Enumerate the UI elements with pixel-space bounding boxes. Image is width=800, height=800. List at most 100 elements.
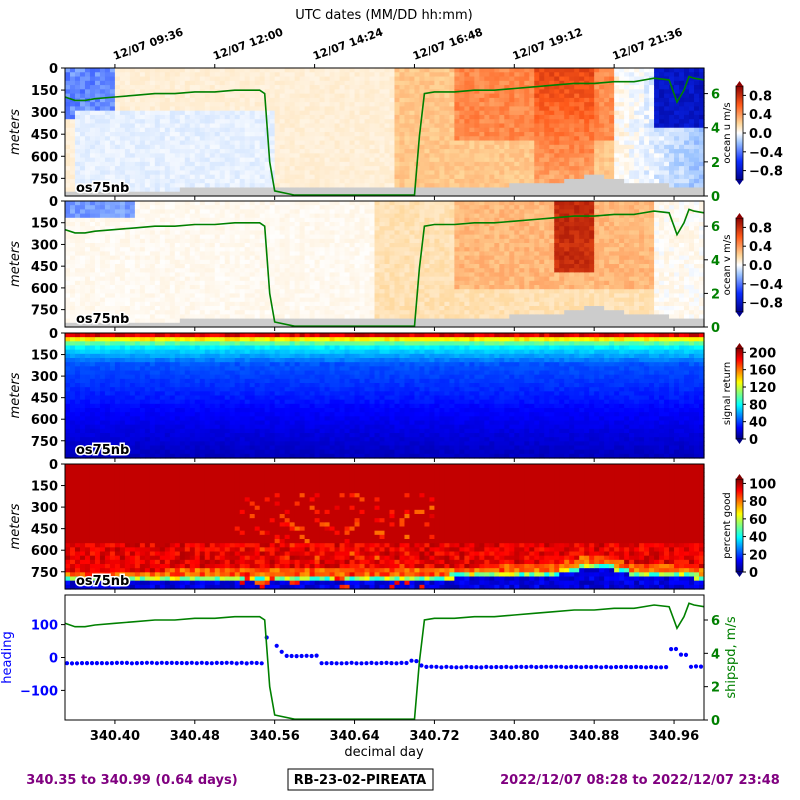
heatmap-cell xyxy=(539,89,545,95)
heatmap-cell xyxy=(489,178,495,184)
heatmap-cell xyxy=(364,80,371,86)
heatmap-cell xyxy=(314,80,321,86)
heatmap-cell xyxy=(169,314,176,320)
heatmap-cell xyxy=(244,314,251,320)
heatmap-cell xyxy=(639,191,645,197)
heatmap-cell xyxy=(179,209,186,215)
heatmap-cell xyxy=(189,314,196,320)
heatmap-cell xyxy=(189,97,196,103)
heatmap-cell xyxy=(204,276,211,282)
heatmap-cell xyxy=(544,114,550,120)
heatmap-cell xyxy=(159,259,166,265)
heatmap-cell xyxy=(109,72,116,78)
heatmap-cell xyxy=(324,89,331,95)
heatmap-cell xyxy=(74,234,81,240)
heatmap-cell xyxy=(234,222,241,227)
heatmap-cell xyxy=(134,144,141,150)
heatmap-cell xyxy=(284,123,291,129)
heatmap-cell xyxy=(409,93,416,99)
heatmap-cell xyxy=(524,80,530,86)
heatmap-cell xyxy=(74,259,81,265)
heatmap-cell xyxy=(204,314,211,320)
heatmap-cell xyxy=(629,93,635,99)
heatmap-cell xyxy=(524,161,530,167)
heatmap-cell xyxy=(164,222,171,227)
heatmap-cell xyxy=(384,136,391,142)
heatmap-cell xyxy=(429,76,436,82)
heatmap-cell xyxy=(329,114,336,120)
heatmap-cell xyxy=(65,85,71,90)
heatmap-cell xyxy=(679,106,685,112)
heatmap-cell xyxy=(229,285,236,290)
heatmap-cell xyxy=(269,166,276,171)
heatmap-cell xyxy=(549,166,555,171)
heatmap-cell xyxy=(154,149,161,154)
heatmap-cell xyxy=(129,289,136,294)
heatmap-cell xyxy=(184,285,191,290)
heatmap-cell xyxy=(499,123,505,129)
heatmap-cell xyxy=(129,280,136,286)
heatmap-cell xyxy=(139,119,146,125)
heatmap-cell xyxy=(124,306,131,311)
heatmap-cell xyxy=(224,268,231,273)
heatmap-cell xyxy=(584,157,590,163)
heatmap-cell xyxy=(154,205,161,210)
heatmap-cell xyxy=(659,153,665,159)
heatmap-cell xyxy=(65,106,71,112)
heatmap-cell xyxy=(669,80,675,86)
heatmap-cell xyxy=(419,183,426,189)
heatmap-cell xyxy=(689,127,695,133)
heatmap-cell xyxy=(524,166,530,171)
heatmap-cell xyxy=(219,102,226,107)
heatmap-cell xyxy=(684,178,690,184)
heatmap-cell xyxy=(649,136,655,142)
heatmap-cell xyxy=(154,301,161,307)
heatmap-cell xyxy=(289,68,296,73)
heatmap-cell xyxy=(319,106,326,112)
heatmap-cell xyxy=(504,191,510,197)
heatmap-cell xyxy=(179,280,186,286)
heatmap-cell xyxy=(569,174,575,180)
heatmap-cell xyxy=(569,89,575,95)
heatmap-cell xyxy=(274,187,281,193)
heatmap-cell xyxy=(334,170,341,176)
heatmap-cell xyxy=(229,201,236,206)
heatmap-cell xyxy=(79,213,86,219)
heatmap-cell xyxy=(399,170,406,176)
heatmap-cell xyxy=(629,136,635,142)
heatmap-cell xyxy=(294,144,301,150)
heatmap-cell xyxy=(139,280,146,286)
heatmap-cell xyxy=(204,226,211,231)
heatmap-cell xyxy=(209,102,216,107)
heatmap-cell xyxy=(114,247,121,252)
heatmap-cell xyxy=(599,136,605,142)
heatmap-cell xyxy=(449,153,455,159)
heatmap-cell xyxy=(114,119,121,125)
heatmap-cell xyxy=(65,213,71,219)
heatmap-cell xyxy=(559,157,565,163)
heatmap-cell xyxy=(579,170,585,176)
heatmap-cell xyxy=(99,243,106,248)
heatmap-cell xyxy=(449,183,455,189)
heatmap-cell xyxy=(224,187,231,193)
heatmap-cell xyxy=(229,230,236,236)
heatmap-cell xyxy=(594,68,600,73)
heatmap-cell xyxy=(84,310,91,315)
heatmap-cell xyxy=(324,170,331,176)
heatmap-cell xyxy=(684,102,690,107)
heatmap-cell xyxy=(174,205,181,210)
heatmap-cell xyxy=(104,268,111,273)
heatmap-cell xyxy=(464,76,470,82)
heatmap-cell xyxy=(614,132,620,137)
heatmap-cell xyxy=(504,144,510,150)
heatmap-cell xyxy=(609,110,615,116)
heatmap-cell xyxy=(94,268,101,273)
heatmap-cell xyxy=(499,178,505,184)
heatmap-cell xyxy=(249,243,256,248)
heatmap-cell xyxy=(249,72,256,78)
heatmap-cell xyxy=(349,85,356,90)
heatmap-cell xyxy=(574,187,580,193)
heatmap-cell xyxy=(524,183,530,189)
heatmap-cell xyxy=(654,136,660,142)
heatmap-cell xyxy=(609,80,615,86)
